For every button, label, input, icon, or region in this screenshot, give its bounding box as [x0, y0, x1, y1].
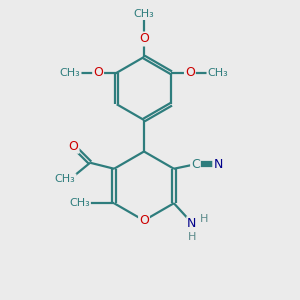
Text: H: H [200, 214, 208, 224]
Text: O: O [93, 66, 103, 79]
Text: O: O [185, 66, 195, 79]
Text: N: N [213, 158, 223, 171]
Text: CH₃: CH₃ [69, 198, 90, 208]
Text: H: H [188, 232, 196, 242]
Text: CH₃: CH₃ [60, 68, 81, 78]
Text: N: N [187, 217, 196, 230]
Text: O: O [139, 214, 149, 227]
Text: CH₃: CH₃ [55, 174, 76, 184]
Text: O: O [69, 140, 79, 153]
Text: C: C [191, 158, 200, 171]
Text: CH₃: CH₃ [134, 9, 154, 19]
Text: CH₃: CH₃ [207, 68, 228, 78]
Text: O: O [139, 32, 149, 46]
